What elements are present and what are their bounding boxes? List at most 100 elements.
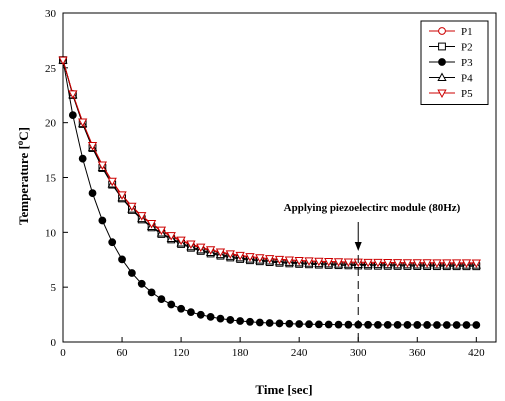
data-point: [472, 321, 481, 329]
data-point: [166, 232, 176, 241]
data-point: [442, 259, 452, 268]
data-point: [363, 258, 373, 268]
data-point: [442, 321, 451, 329]
data-point: [196, 310, 205, 319]
data-point: [137, 279, 146, 288]
x-tick-label: 240: [291, 347, 308, 359]
series-line: [62, 60, 477, 264]
legend-marker: [437, 72, 447, 81]
legend-item-p2: P2: [429, 42, 473, 54]
series-line: [62, 60, 477, 265]
y-tick-label: 15: [45, 173, 57, 185]
data-point: [88, 189, 97, 198]
data-point: [393, 321, 402, 329]
legend-item-p3: P3: [429, 57, 473, 69]
legend-label: P4: [461, 73, 473, 85]
data-point: [127, 202, 137, 212]
data-point: [176, 236, 186, 246]
legend-marker: [438, 42, 446, 51]
data-point: [403, 321, 412, 329]
data-point: [451, 259, 462, 268]
data-point: [58, 56, 68, 66]
data-point: [245, 253, 255, 262]
legend-marker: [438, 58, 446, 66]
data-point: [118, 255, 126, 264]
legend-label: P5: [461, 88, 473, 100]
annotation-text: Applying piezoelectirc module (80Hz): [284, 202, 461, 214]
legend-box: [420, 20, 489, 105]
data-point: [294, 256, 304, 266]
legend-marker: [438, 27, 446, 35]
data-point: [156, 226, 167, 236]
legend-item-p5: P5: [429, 88, 473, 100]
x-tick-label: 180: [232, 347, 249, 359]
series-layer: [58, 55, 481, 329]
data-point: [107, 177, 117, 187]
data-point: [423, 321, 432, 329]
data-point: [304, 257, 314, 266]
data-point: [333, 258, 344, 267]
data-point: [215, 248, 226, 258]
data-point: [196, 243, 206, 253]
data-point: [314, 257, 324, 267]
data-point: [146, 220, 157, 229]
legend-label: P3: [461, 57, 473, 69]
series-line: [62, 60, 477, 266]
data-point: [413, 321, 422, 329]
data-point: [392, 259, 403, 268]
y-tick-label: 10: [45, 227, 57, 239]
data-point: [284, 256, 294, 265]
data-point: [274, 255, 285, 265]
data-point: [147, 288, 156, 297]
data-point: [225, 250, 235, 259]
data-point: [383, 320, 392, 329]
data-point: [305, 320, 313, 329]
y-tick-label: 0: [51, 337, 57, 349]
data-point: [422, 259, 432, 268]
legend-label: P1: [461, 26, 473, 38]
data-point: [383, 259, 393, 268]
data-point: [235, 251, 245, 261]
data-point: [285, 319, 294, 328]
y-tick-label: 30: [45, 8, 57, 20]
series-p4: [58, 55, 481, 269]
data-point: [255, 318, 264, 327]
data-point: [216, 314, 225, 323]
data-point: [206, 313, 215, 321]
annotation: Applying piezoelectirc module (80Hz): [284, 202, 461, 342]
data-point: [187, 308, 195, 317]
data-point: [471, 259, 481, 268]
data-point: [343, 258, 354, 268]
data-point: [78, 154, 87, 163]
data-point: [137, 212, 147, 221]
x-axis-label: Time [sec]: [255, 382, 312, 397]
y-axis-label: Temperature [oC]: [15, 127, 31, 225]
x-tick-label: 360: [409, 347, 426, 359]
data-point: [127, 269, 136, 277]
data-point: [324, 320, 333, 329]
x-tick-label: 120: [173, 347, 190, 359]
data-point: [167, 300, 176, 309]
data-point: [97, 161, 108, 171]
data-point: [186, 240, 196, 250]
data-point: [334, 320, 343, 329]
series-line: [62, 60, 477, 267]
annotation-arrowhead: [354, 241, 362, 251]
y-tick-label: 25: [45, 63, 57, 75]
data-point: [98, 216, 107, 225]
data-point: [246, 317, 254, 326]
data-point: [452, 321, 461, 329]
legend-label: P2: [461, 42, 473, 54]
data-point: [117, 191, 127, 200]
series-p5: [58, 56, 481, 268]
data-point: [236, 317, 245, 325]
data-point: [373, 258, 383, 268]
data-point: [205, 246, 216, 255]
data-point: [157, 295, 166, 304]
data-point: [78, 118, 88, 128]
data-point: [433, 321, 441, 329]
y-tick-label: 20: [45, 118, 57, 130]
series-p1: [59, 56, 481, 268]
data-point: [255, 254, 265, 263]
